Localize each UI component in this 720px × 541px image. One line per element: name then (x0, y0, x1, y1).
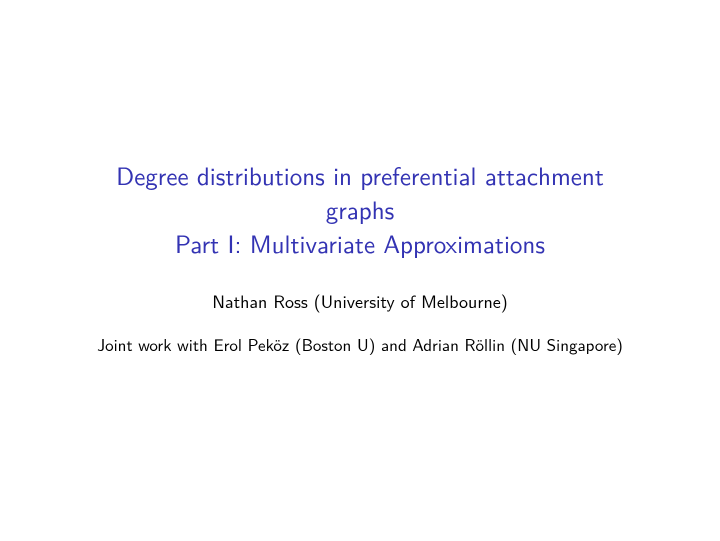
author-line: Nathan Ross (University of Melbourne) (212, 287, 508, 314)
coauthors-line: Joint work with Erol Peköz (Boston U) an… (97, 332, 623, 357)
title-line-1: Degree distributions in preferential att… (116, 158, 604, 192)
slide-container: Degree distributions in preferential att… (0, 0, 720, 541)
title-line-3: Part I: Multivariate Approximations (116, 226, 604, 260)
talk-title: Degree distributions in preferential att… (116, 158, 604, 259)
title-line-2: graphs (116, 192, 604, 226)
